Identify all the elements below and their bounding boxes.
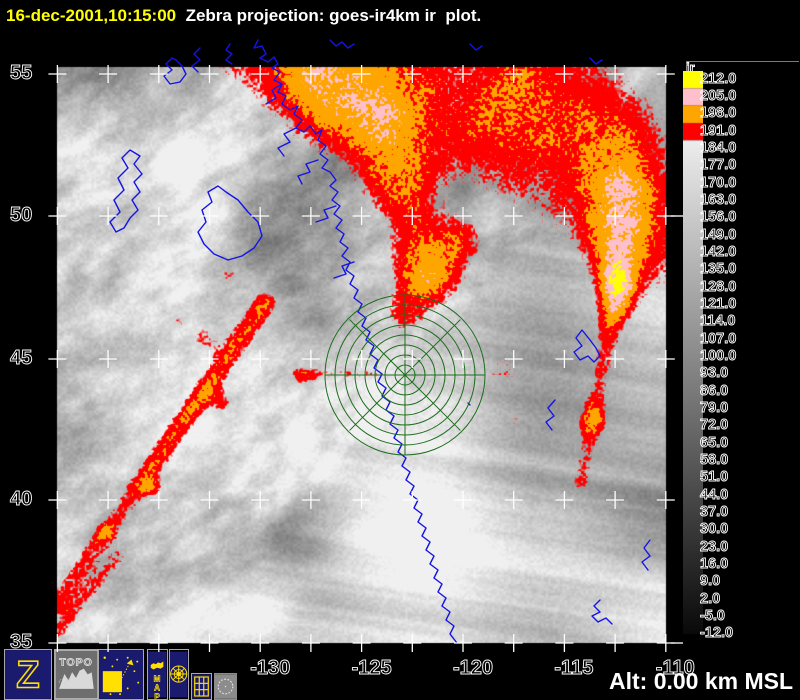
svg-text:Z: Z (16, 653, 39, 696)
svg-text:P: P (154, 692, 160, 700)
svg-text:TOPO: TOPO (59, 656, 92, 668)
svg-text:M: M (154, 674, 161, 683)
svg-text:A: A (154, 683, 160, 692)
